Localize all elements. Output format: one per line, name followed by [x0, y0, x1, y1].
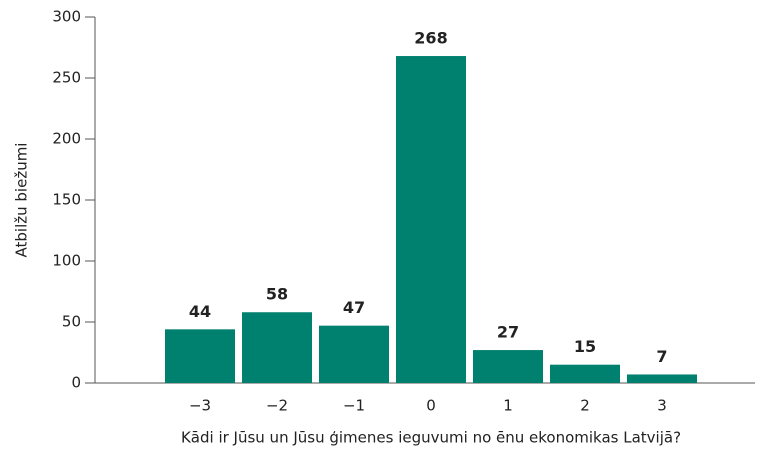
y-tick-label: 300 — [52, 8, 81, 26]
bar — [473, 350, 543, 383]
y-tick-label: 150 — [52, 191, 81, 209]
x-tick-label: −3 — [189, 397, 211, 415]
bar — [319, 325, 389, 383]
y-tick-label: 50 — [62, 313, 81, 331]
data-label: 7 — [656, 347, 667, 366]
y-axis-label: Atbilžu biežumi — [13, 143, 31, 258]
y-tick-label: 0 — [71, 374, 81, 392]
data-label: 47 — [343, 298, 365, 317]
data-label: 27 — [497, 323, 519, 342]
data-label: 58 — [266, 285, 288, 304]
x-tick-label: 1 — [503, 397, 513, 415]
x-tick-label: 3 — [657, 397, 667, 415]
x-tick-label: −2 — [266, 397, 288, 415]
y-tick-label: 200 — [52, 130, 81, 148]
bar — [242, 312, 312, 383]
x-tick-label: 0 — [426, 397, 436, 415]
data-label: 44 — [189, 302, 211, 321]
x-tick-label: 2 — [580, 397, 590, 415]
bar — [396, 56, 466, 383]
x-tick-label: −1 — [343, 397, 365, 415]
y-tick-label: 250 — [52, 69, 81, 87]
bar — [550, 364, 620, 383]
x-axis-label: Kādi ir Jūsu un Jūsu ģimenes ieguvumi no… — [181, 429, 681, 447]
data-label: 15 — [574, 337, 596, 356]
bar — [165, 329, 235, 383]
bar — [627, 374, 697, 383]
data-label: 268 — [414, 29, 447, 48]
y-tick-label: 100 — [52, 252, 81, 270]
